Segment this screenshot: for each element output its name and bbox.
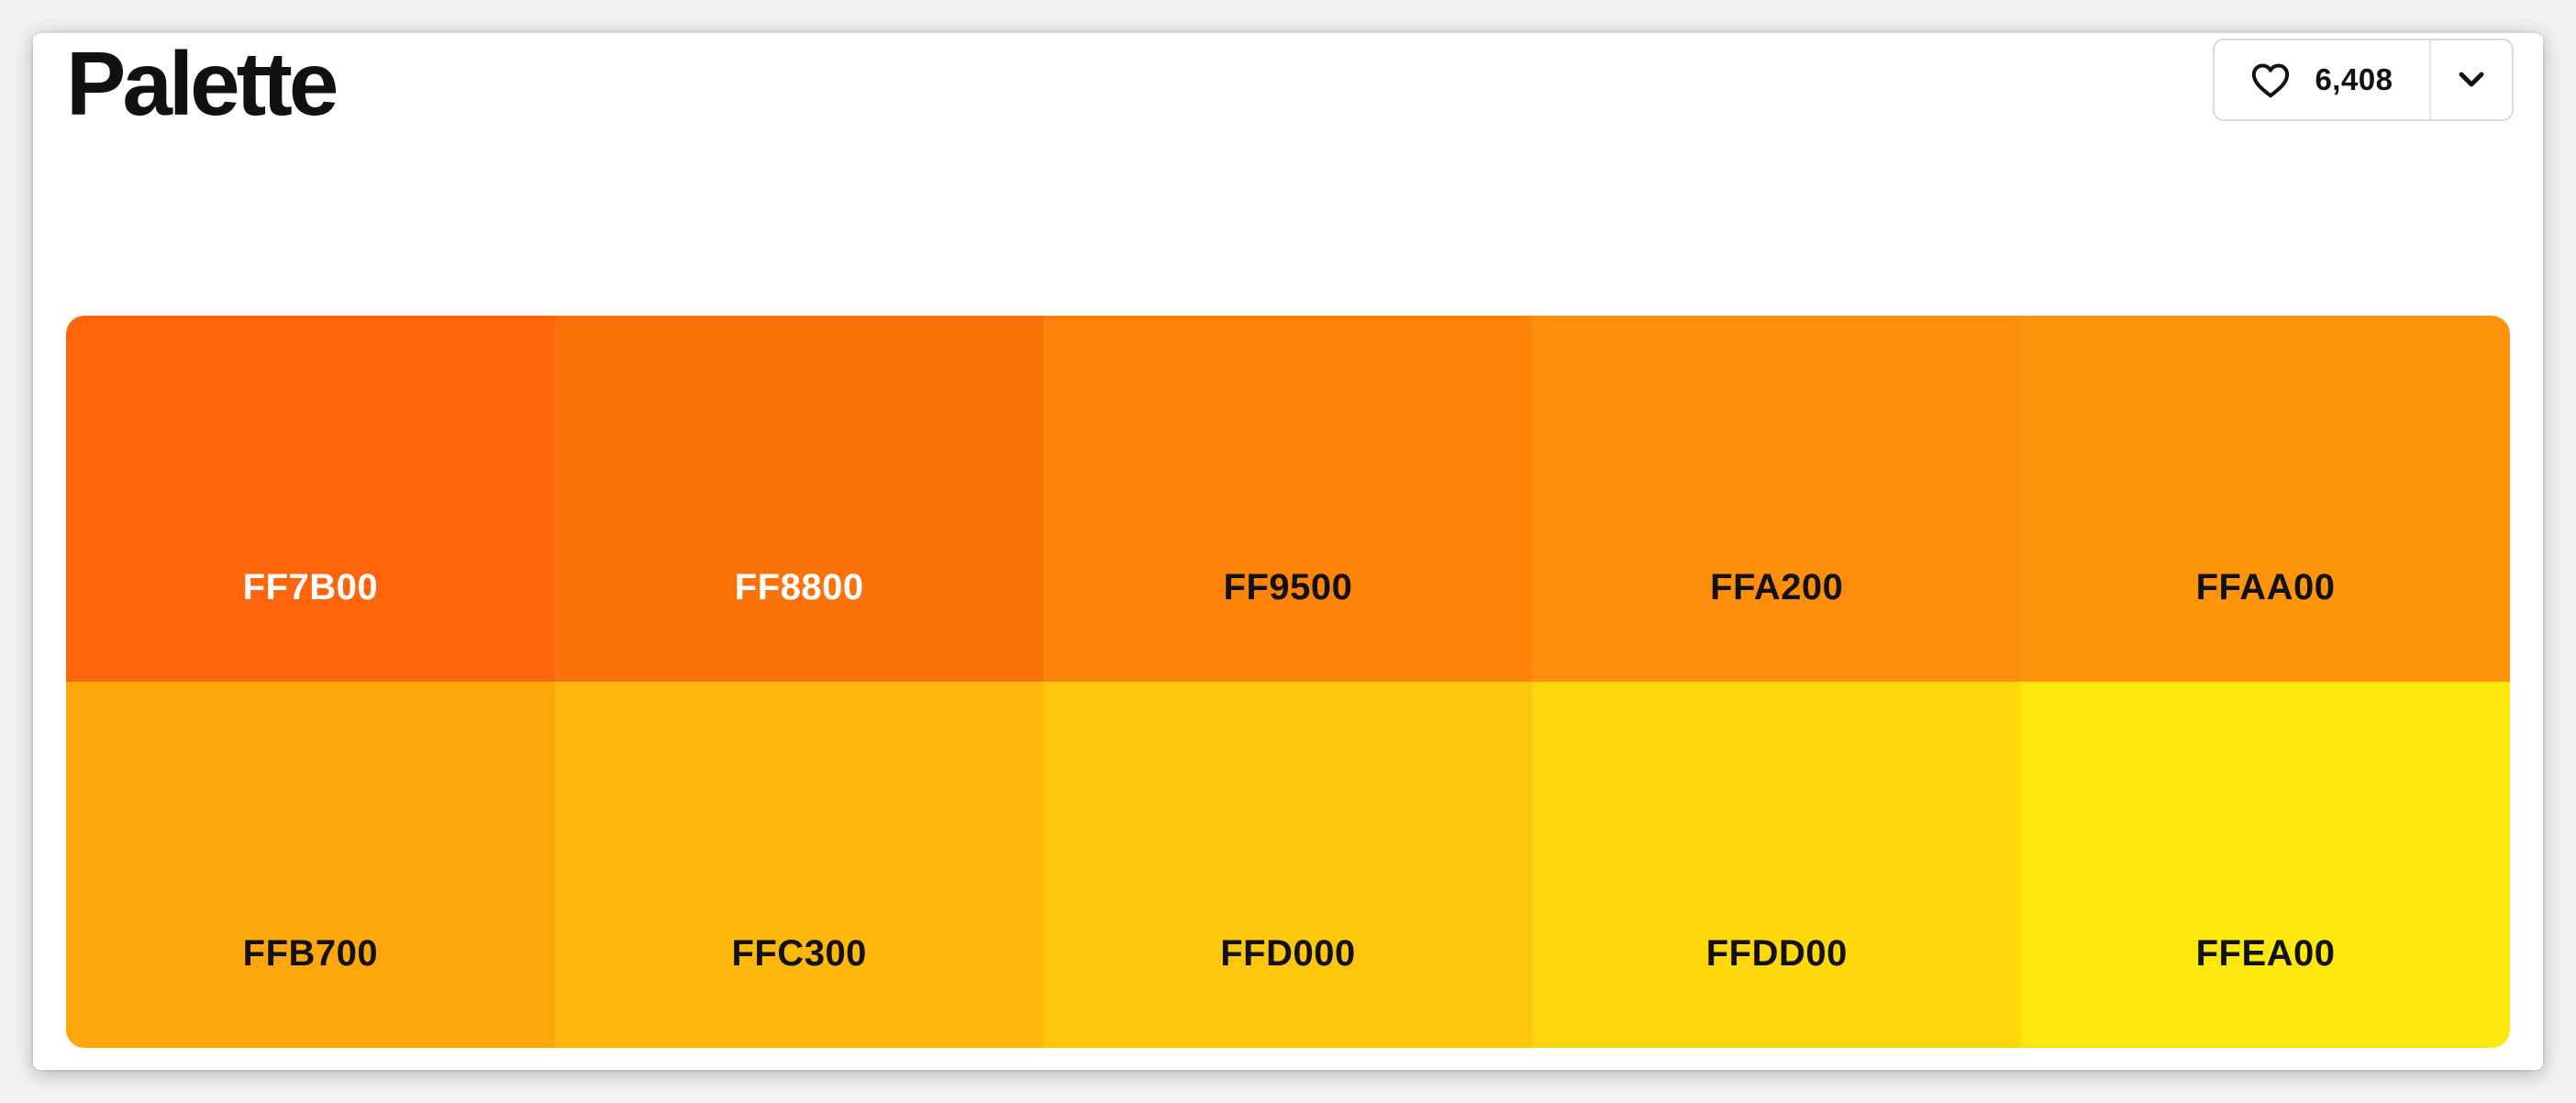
like-button[interactable]: 6,408	[2215, 40, 2431, 119]
color-swatch[interactable]: FFA200	[1532, 316, 2022, 682]
color-swatch[interactable]: FF9500	[1043, 316, 1533, 682]
palette-card: Palette 6,408 FF7B00 FF8800 FF9500 FFA200 FF…	[33, 33, 2543, 1070]
color-swatch[interactable]: FFD000	[1043, 682, 1533, 1048]
chevron-down-icon	[2459, 72, 2484, 87]
color-swatch[interactable]: FFEA00	[2021, 682, 2510, 1048]
favorite-button-group: 6,408	[2213, 39, 2514, 121]
swatch-hex-label: FF9500	[1223, 567, 1353, 607]
swatch-hex-label: FF7B00	[242, 567, 379, 607]
swatch-hex-label: FFA200	[1710, 567, 1844, 607]
color-palette: FF7B00 FF8800 FF9500 FFA200 FFAA00 FFB700 FFC3…	[66, 316, 2510, 1048]
swatch-hex-label: FF8800	[734, 567, 864, 607]
color-swatch[interactable]: FFC300	[554, 682, 1044, 1048]
color-swatch[interactable]: FFDD00	[1532, 682, 2022, 1048]
like-count: 6,408	[2315, 62, 2393, 96]
more-options-button[interactable]	[2431, 40, 2512, 119]
swatch-hex-label: FFEA00	[2195, 933, 2336, 974]
swatch-hex-label: FFB700	[242, 933, 379, 974]
color-swatch[interactable]: FF7B00	[66, 316, 555, 682]
page-title: Palette	[66, 33, 339, 134]
color-swatch[interactable]: FFAA00	[2021, 316, 2510, 682]
heart-icon	[2252, 63, 2290, 98]
color-swatch[interactable]: FFB700	[66, 682, 555, 1048]
swatch-hex-label: FFC300	[731, 933, 867, 974]
swatch-hex-label: FFDD00	[1705, 933, 1848, 974]
color-swatch[interactable]: FF8800	[554, 316, 1044, 682]
swatch-hex-label: FFD000	[1220, 933, 1356, 974]
swatch-hex-label: FFAA00	[2195, 567, 2336, 607]
